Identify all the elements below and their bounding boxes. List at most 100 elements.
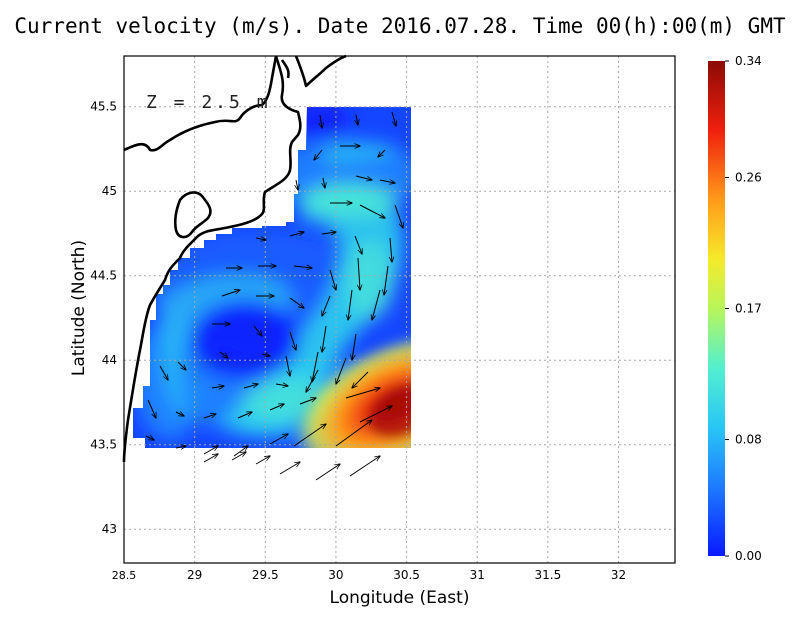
colorbar: 0.00 0.08 0.17 0.26 0.34 [708,54,762,563]
velocity-arrow [203,414,216,419]
x-tick-label: 30.5 [393,568,420,582]
velocity-arrow [372,289,381,320]
velocity-arrow [289,331,296,350]
velocity-arrow [261,354,270,356]
velocity-arrow [358,257,360,290]
velocity-arrow [349,456,380,477]
velocity-arrow [145,436,154,440]
velocity-arrow [352,333,357,360]
velocity-arrow [322,325,327,352]
velocity-arrow [289,297,304,308]
velocity-arrow [355,175,372,180]
coastline-lake [173,191,212,239]
velocity-arrow [394,204,403,228]
velocity-arrow [379,180,395,183]
coastline-inlet [280,59,290,79]
x-tick-label: 31.5 [534,568,561,582]
velocity-arrow [352,371,369,388]
velocity-arrow [253,325,262,336]
velocity-arrow [233,446,248,457]
velocity-arrow [255,238,266,240]
velocity-arrow [219,351,228,358]
velocity-arrow [306,369,319,392]
velocity-arrow [275,384,288,386]
colorbar-tick-label: 0.34 [735,54,762,68]
velocity-arrow [345,388,380,399]
velocity-arrow [321,232,336,234]
velocity-arrow [378,149,386,157]
velocity-arrow [175,446,186,448]
velocity-arrow [320,114,322,128]
y-tick-label: 44.5 [90,269,117,283]
chart-title: Current velocity (m/s). Date 2016.07.28.… [14,14,786,38]
x-tick-labels: 28.5 29 29.5 30 30.5 31 31.5 32 [112,568,626,582]
velocity-arrow [293,424,326,447]
velocity-arrow [322,295,331,316]
velocity-arrow [314,149,323,160]
coastline [122,54,347,463]
velocity-arrows [145,111,403,481]
velocity-arrow [390,237,392,262]
velocity-arrow [289,232,304,237]
y-tick-label: 44 [102,353,117,367]
x-tick-label: 30 [328,568,343,582]
colorbar-tick-label: 0.17 [735,302,762,316]
coastline-delta [122,55,302,463]
velocity-arrow [147,399,156,418]
velocity-arrow [354,235,362,254]
velocity-arrow [159,365,168,380]
x-tick-label: 28.5 [112,569,137,582]
y-tick-label: 43.5 [90,438,117,452]
colorbar-tick-label: 0.00 [735,549,762,563]
colorbar-tick-labels: 0.00 0.08 0.17 0.26 0.34 [735,54,762,563]
velocity-arrow [177,361,186,370]
velocity-arrow [359,204,385,218]
velocity-arrow [269,434,288,445]
colorbar-tick-label: 0.26 [735,170,762,184]
velocity-arrow [296,179,298,190]
y-tick-labels: 43 43.5 44 44.5 45 45.5 [90,100,117,537]
grid-lines [124,56,675,563]
velocity-arrow [211,386,224,388]
velocity-arrow [293,266,312,268]
y-tick-label: 43 [102,522,117,536]
coastline-northeast [294,54,347,88]
velocity-arrow [285,355,290,376]
velocity-arrow [299,398,316,405]
x-tick-label: 29 [187,568,202,582]
x-tick-label: 29.5 [252,568,279,582]
depth-label: Z = 2.5 m [146,92,271,113]
plot-frame [123,55,676,564]
velocity-arrow [269,404,284,411]
velocity-arrow [315,464,340,481]
y-axis-label: Latitude (North) [69,239,89,377]
velocity-arrow [279,462,300,475]
velocity-arrow [243,384,258,389]
velocity-arrow [336,357,347,384]
velocity-arrow [384,265,389,295]
velocity-arrow [359,406,392,423]
velocity-arrow [203,454,218,463]
velocity-arrow [391,111,396,126]
velocity-arrow [231,452,246,461]
velocity-arrow [348,289,353,320]
velocity-arrow [237,412,252,419]
colorbar-gradient [708,61,725,556]
velocity-arrow [175,412,184,416]
x-tick-label: 31 [470,568,485,582]
velocity-arrow [312,351,319,382]
x-tick-label: 32 [611,568,626,582]
velocity-arrow [356,114,358,125]
y-tick-label: 45.5 [90,100,117,114]
velocity-arrow [323,177,325,188]
y-tick-label: 45 [102,184,117,198]
velocity-arrow [255,456,270,465]
x-axis-label: Longitude (East) [329,588,470,608]
coastline-west [123,55,278,152]
velocity-arrow [203,446,218,455]
colorbar-tick-label: 0.08 [735,433,762,447]
velocity-arrow [329,269,336,290]
velocity-arrow [221,290,240,297]
velocity-arrow [335,420,372,447]
